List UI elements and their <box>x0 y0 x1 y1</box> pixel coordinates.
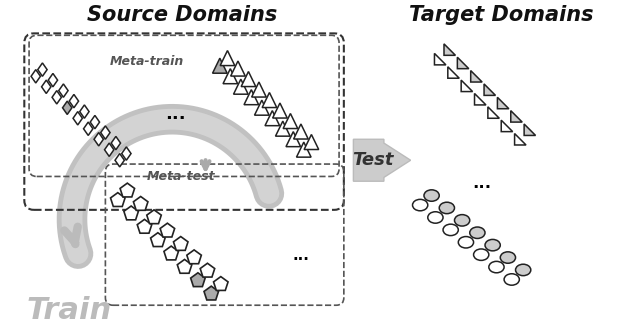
Polygon shape <box>84 122 93 135</box>
Polygon shape <box>501 120 513 132</box>
Ellipse shape <box>485 239 500 251</box>
Polygon shape <box>304 134 319 150</box>
Ellipse shape <box>504 274 519 285</box>
Polygon shape <box>187 250 202 264</box>
Polygon shape <box>38 63 47 76</box>
Ellipse shape <box>474 249 489 260</box>
Polygon shape <box>461 80 472 92</box>
Polygon shape <box>160 223 175 237</box>
Ellipse shape <box>424 190 439 201</box>
Polygon shape <box>147 210 161 224</box>
Polygon shape <box>474 93 486 105</box>
Polygon shape <box>173 236 188 250</box>
Text: Train: Train <box>26 296 111 325</box>
Polygon shape <box>212 58 227 73</box>
Polygon shape <box>223 69 237 84</box>
Polygon shape <box>63 101 72 114</box>
Polygon shape <box>255 100 269 115</box>
Polygon shape <box>294 124 308 139</box>
Text: Source Domains: Source Domains <box>86 5 277 25</box>
Ellipse shape <box>428 212 443 223</box>
Polygon shape <box>48 73 58 87</box>
Polygon shape <box>220 51 235 66</box>
Polygon shape <box>73 112 83 125</box>
Polygon shape <box>448 67 460 78</box>
Polygon shape <box>111 136 120 150</box>
Polygon shape <box>515 133 526 145</box>
Polygon shape <box>52 91 61 104</box>
Polygon shape <box>275 121 290 136</box>
Polygon shape <box>120 183 134 197</box>
Ellipse shape <box>458 236 474 248</box>
Polygon shape <box>283 113 298 129</box>
Polygon shape <box>69 94 79 108</box>
Polygon shape <box>124 206 138 220</box>
Polygon shape <box>59 84 68 97</box>
Text: ...: ... <box>164 106 186 123</box>
Polygon shape <box>244 90 259 105</box>
Ellipse shape <box>443 224 458 236</box>
Polygon shape <box>484 84 495 95</box>
Polygon shape <box>273 103 287 118</box>
Polygon shape <box>444 44 456 55</box>
Text: Target Domains: Target Domains <box>409 5 593 25</box>
Polygon shape <box>133 196 148 210</box>
Polygon shape <box>488 107 499 118</box>
Polygon shape <box>204 286 218 300</box>
Polygon shape <box>286 132 301 147</box>
Text: ...: ... <box>472 174 492 192</box>
Polygon shape <box>100 126 110 139</box>
Polygon shape <box>262 92 276 108</box>
Polygon shape <box>470 71 482 82</box>
Polygon shape <box>234 79 248 94</box>
Text: Test: Test <box>352 151 393 169</box>
Polygon shape <box>94 133 104 146</box>
Polygon shape <box>252 82 266 97</box>
Ellipse shape <box>516 264 531 276</box>
Polygon shape <box>150 233 165 247</box>
Ellipse shape <box>470 227 485 238</box>
Polygon shape <box>230 61 245 76</box>
Polygon shape <box>90 115 100 129</box>
Polygon shape <box>296 142 311 157</box>
Polygon shape <box>241 72 256 87</box>
Polygon shape <box>122 147 131 160</box>
Ellipse shape <box>489 261 504 273</box>
Polygon shape <box>511 111 522 122</box>
Polygon shape <box>177 259 192 273</box>
Polygon shape <box>497 97 509 109</box>
Polygon shape <box>104 143 114 156</box>
Ellipse shape <box>413 199 428 211</box>
Polygon shape <box>137 219 152 233</box>
Polygon shape <box>214 277 228 290</box>
Polygon shape <box>111 193 125 207</box>
Text: Meta-train: Meta-train <box>110 55 184 68</box>
Ellipse shape <box>439 202 454 214</box>
Polygon shape <box>164 246 179 260</box>
Polygon shape <box>80 105 89 118</box>
Polygon shape <box>265 111 280 126</box>
Text: ...: ... <box>292 248 309 263</box>
Polygon shape <box>458 57 468 69</box>
Ellipse shape <box>500 252 516 263</box>
Polygon shape <box>191 273 205 287</box>
Polygon shape <box>200 263 214 277</box>
Polygon shape <box>115 154 124 167</box>
Polygon shape <box>353 139 411 181</box>
Polygon shape <box>31 70 40 83</box>
Ellipse shape <box>454 215 470 226</box>
Polygon shape <box>435 53 446 65</box>
Polygon shape <box>524 124 536 135</box>
Text: Meta-test: Meta-test <box>147 170 215 183</box>
Polygon shape <box>42 80 51 93</box>
